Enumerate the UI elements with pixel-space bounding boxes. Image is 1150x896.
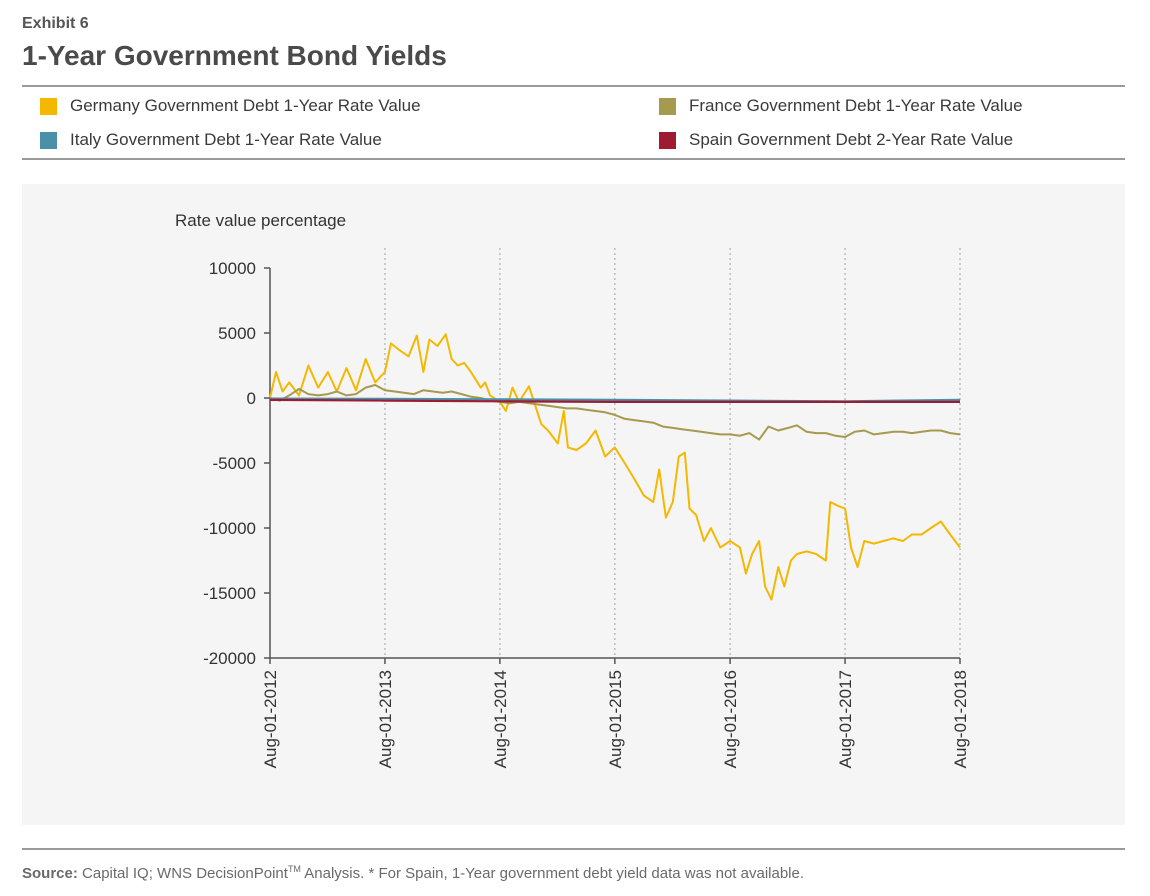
source-label: Source:: [22, 865, 78, 882]
y-tick-label: -20000: [203, 649, 256, 668]
top-divider: [22, 85, 1125, 87]
legend-label-spain: Spain Government Debt 2-Year Rate Value: [689, 130, 1014, 149]
legend-label-italy: Italy Government Debt 1-Year Rate Value: [70, 130, 382, 149]
y-tick-label: 10000: [209, 259, 256, 278]
legend-entry-italy: Italy Government Debt 1-Year Rate Value: [40, 130, 382, 150]
y-tick-label: -10000: [203, 519, 256, 538]
legend-swatch-germany: [40, 97, 57, 115]
x-tick-label: Aug-01-2014: [491, 670, 510, 768]
plot-panel: [22, 184, 1125, 825]
y-axis-label: Rate value percentage: [175, 211, 346, 230]
series-line-spain: [269, 398, 960, 403]
y-tick-label: -5000: [213, 454, 256, 473]
source-note: Source: Capital IQ; WNS DecisionPointTM …: [22, 864, 804, 882]
legend-swatch-spain: [659, 131, 676, 149]
legend-label-france: France Government Debt 1-Year Rate Value: [689, 96, 1023, 115]
bottom-divider: [22, 848, 1125, 850]
x-tick-label: Aug-01-2013: [376, 670, 395, 768]
x-tick-label: Aug-01-2018: [951, 670, 970, 768]
x-tick-label: Aug-01-2012: [261, 670, 280, 768]
y-tick-label: 5000: [218, 324, 256, 343]
y-tick-label: 0: [247, 389, 256, 408]
x-tick-label: Aug-01-2017: [836, 670, 855, 768]
x-tick-label: Aug-01-2015: [606, 670, 625, 768]
legend-swatch-italy: [40, 131, 57, 149]
legend-entry-france: France Government Debt 1-Year Rate Value: [659, 96, 1023, 116]
exhibit-label: Exhibit 6: [22, 15, 89, 32]
legend-swatch-france: [659, 97, 676, 115]
legend-entry-spain: Spain Government Debt 2-Year Rate Value: [659, 130, 1013, 150]
chart-title: 1-Year Government Bond Yields: [22, 40, 447, 71]
series-line-france: [269, 384, 961, 441]
y-tick-label: -15000: [203, 584, 256, 603]
source-text: Capital IQ; WNS DecisionPoint: [77, 865, 288, 882]
series-line-germany: [269, 333, 961, 601]
trademark-mark: TM: [287, 864, 301, 874]
x-tick-label: Aug-01-2016: [721, 670, 740, 768]
legend-entry-germany: Germany Government Debt 1-Year Rate Valu…: [40, 96, 421, 116]
legend-divider: [22, 158, 1125, 160]
source-text-rest: Analysis. * For Spain, 1-Year government…: [300, 865, 805, 882]
legend-label-germany: Germany Government Debt 1-Year Rate Valu…: [70, 96, 421, 115]
